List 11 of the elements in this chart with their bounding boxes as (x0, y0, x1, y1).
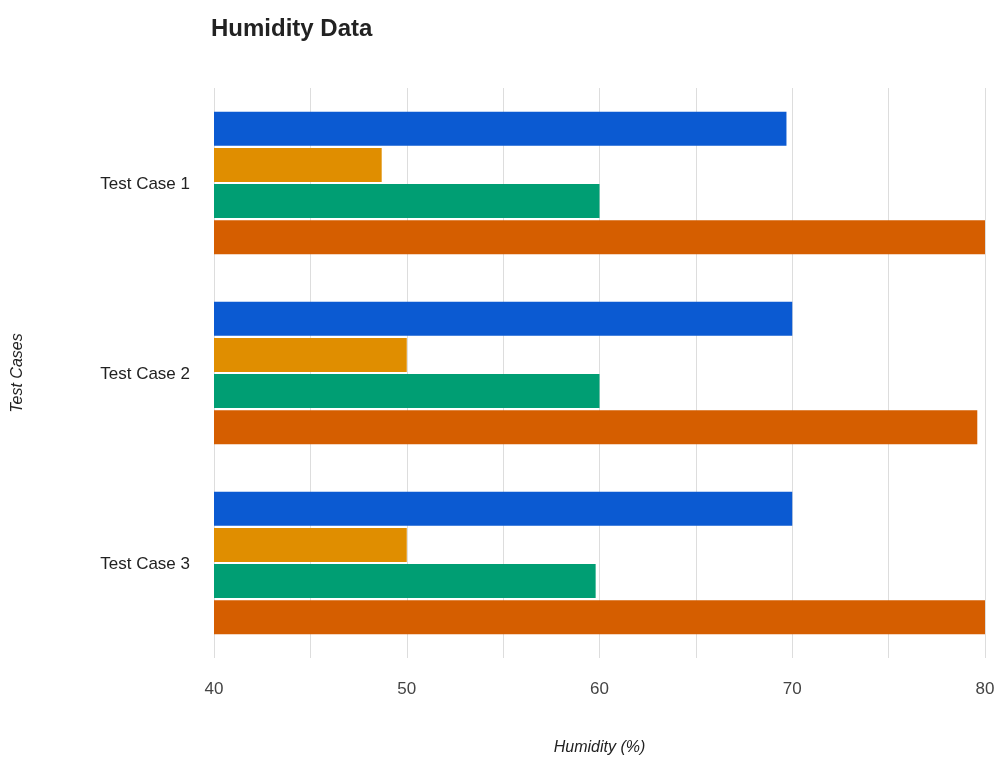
x-tick-label: 50 (397, 679, 417, 698)
x-tick-label: 60 (590, 679, 609, 698)
x-tick-label: 40 (204, 679, 224, 698)
x-tick-label: 70 (782, 679, 802, 698)
y-tick-label: Test Case 2 (100, 363, 190, 383)
chart-title: Humidity Data (211, 13, 374, 41)
y-tick-label: Test Case 1 (100, 173, 190, 193)
x-axis-title: Humidity (%) (553, 737, 646, 755)
y-tick-label: Test Case 3 (100, 553, 190, 573)
y-axis-title: Test Cases (7, 333, 25, 413)
x-tick-label: 80 (975, 679, 995, 698)
